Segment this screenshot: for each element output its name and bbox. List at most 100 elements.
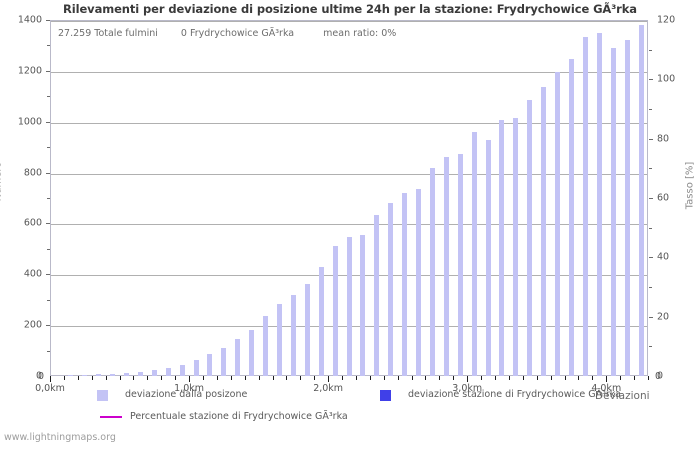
x-axis-minor-tick [133, 376, 135, 380]
x-axis-major-tick [606, 376, 608, 382]
bar [123, 373, 129, 376]
y-axis-left-tick-label: 800 [23, 167, 42, 179]
y-axis-left-minor-tick [47, 96, 50, 98]
x-axis-tick-label: 4,0km [591, 383, 622, 394]
bars-layer [50, 20, 648, 376]
y-axis-right-tick-mark [649, 79, 653, 81]
bar [555, 72, 561, 376]
x-axis-minor-tick [648, 376, 649, 380]
y-axis-right-tick-label: 60 [657, 192, 670, 204]
y-axis-left-tick-label: 1000 [17, 116, 42, 128]
x-axis-minor-tick [439, 376, 441, 380]
y-axis-left-tick-label: 1200 [17, 65, 42, 77]
y-axis-right-tick-label: 80 [657, 133, 670, 145]
x-axis-minor-tick [578, 376, 580, 380]
bar [110, 373, 116, 376]
chart-subtitle: 27.259 Totale fulmini 0 Frydrychowice GÃ… [58, 28, 618, 39]
x-axis-tick-label: 1,0km [174, 383, 204, 394]
watermark: www.lightningmaps.org [4, 432, 116, 443]
x-axis-minor-tick [119, 376, 121, 380]
x-axis-minor-tick [216, 376, 218, 380]
x-axis-minor-tick [161, 376, 163, 380]
y-axis-left-tick-label: 200 [23, 319, 42, 331]
y-axis-left-tick-label: 400 [23, 268, 42, 280]
y-axis-left-tick-mark [46, 172, 50, 174]
x-axis-minor-tick [286, 376, 288, 380]
x-axis-minor-tick [105, 376, 107, 380]
x-axis-minor-tick [258, 376, 260, 380]
x-axis-minor-tick [536, 376, 538, 380]
gridline [51, 71, 647, 73]
bar [485, 139, 491, 376]
bar [610, 47, 616, 376]
x-axis-minor-tick [369, 376, 371, 380]
y-axis-left-minor-tick [47, 299, 50, 301]
bar [221, 348, 227, 376]
x-axis-minor-tick [244, 376, 246, 380]
x-axis-major-tick [467, 376, 469, 382]
y-axis-right-tick-mark [649, 138, 653, 140]
bar [193, 360, 199, 376]
bar [624, 40, 630, 376]
x-axis-major-tick [189, 376, 191, 382]
x-axis-minor-tick [383, 376, 385, 380]
bar [638, 25, 644, 376]
bar [165, 368, 171, 376]
y-axis-right-minor-tick [649, 168, 652, 170]
bar [402, 192, 408, 376]
bar [513, 117, 519, 376]
y-axis-right-tick-mark [649, 257, 653, 259]
bar [276, 303, 282, 376]
bar [457, 153, 463, 376]
y-axis-left-tick-mark [46, 70, 50, 72]
bar [429, 167, 435, 376]
bar [596, 32, 602, 376]
bar [235, 339, 241, 376]
y-axis-left-tick-mark [46, 223, 50, 225]
bar [374, 214, 380, 376]
bar [318, 266, 324, 376]
y-axis-left-tick-mark [46, 20, 50, 21]
y-axis-right-tick-mark [649, 316, 653, 318]
x-axis-origin-left-label: 0 [38, 371, 45, 382]
x-axis-tick-label: 0,0km [35, 383, 65, 394]
x-axis-minor-tick [495, 376, 497, 380]
bar [346, 237, 352, 376]
x-axis-minor-tick [314, 376, 316, 380]
chart-legend: deviazione dalla posizone deviazione sta… [0, 388, 700, 434]
bar [304, 284, 310, 376]
x-axis-tick-label: 3,0km [452, 383, 483, 394]
bar [82, 374, 88, 376]
bar [499, 120, 505, 376]
legend-line-icon [100, 416, 122, 418]
x-axis-minor-tick [91, 376, 93, 380]
x-axis-minor-tick [77, 376, 79, 380]
x-axis-minor-tick [634, 376, 636, 380]
x-axis-minor-tick [175, 376, 177, 380]
legend-label: Percentuale stazione di Frydrychowice GÃ… [130, 411, 348, 422]
x-axis-minor-tick [300, 376, 302, 380]
x-axis-minor-tick [522, 376, 524, 380]
bar [471, 131, 477, 376]
chart-title: Rilevamenti per deviazione di posizione … [63, 2, 637, 16]
x-axis-minor-tick [411, 376, 413, 380]
y-axis-right-tick-label: 100 [657, 73, 676, 85]
y-axis-right-minor-tick [649, 346, 652, 348]
y-axis-left-title: Numero [0, 161, 4, 202]
y-axis-left-tick-mark [46, 121, 50, 123]
bar [416, 189, 422, 376]
x-axis-title: Deviazioni [595, 390, 650, 402]
bar [290, 294, 296, 376]
subtitle-station-count: 0 Frydrychowice GÃ³rka [180, 28, 295, 39]
bar [582, 36, 588, 376]
bar [96, 374, 102, 376]
x-axis-minor-tick [397, 376, 399, 380]
x-axis-tick-label: 2,0km [313, 383, 344, 394]
y-axis-right-tick-label: 20 [657, 311, 670, 323]
legend-swatch-icon [380, 390, 391, 401]
y-axis-right-tick-mark [649, 198, 653, 199]
y-axis-right: 0 20 40 60 80 100 120 [648, 15, 698, 382]
bar [207, 353, 213, 376]
x-axis-minor-tick [620, 376, 622, 380]
